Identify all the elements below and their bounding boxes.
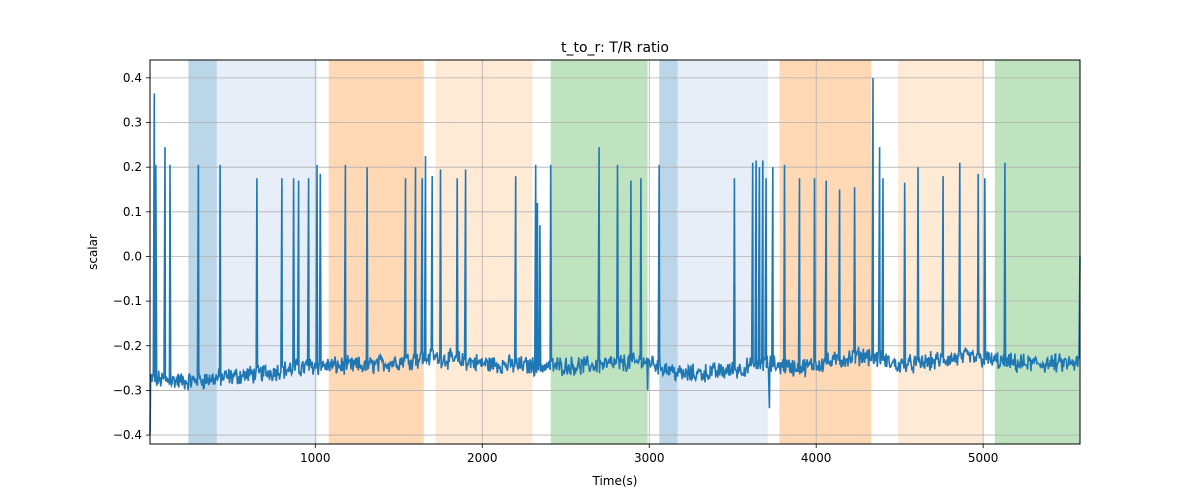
- x-tick-label: 5000: [968, 451, 999, 465]
- x-axis-ticks: 1000 2000 3000 4000 5000: [300, 444, 998, 465]
- x-tick-label: 3000: [634, 451, 665, 465]
- series-line-t_to_r: [149, 77, 1081, 436]
- shaded-region-3: [328, 60, 424, 444]
- y-tick-label: 0.1: [123, 205, 142, 219]
- plot-frame: [149, 59, 1081, 445]
- shaded-region-6: [659, 60, 678, 444]
- y-tick-label: −0.4: [113, 428, 142, 442]
- chart-title: t_to_r: T/R ratio: [561, 40, 669, 56]
- y-tick-label: −0.2: [113, 339, 142, 353]
- x-axis-label: Time(s): [592, 474, 638, 488]
- y-tick-label: 0.0: [123, 249, 142, 263]
- x-tick-label: 1000: [300, 451, 331, 465]
- y-tick-label: −0.3: [113, 383, 142, 397]
- grid: [150, 60, 1080, 444]
- shaded-region-10: [994, 60, 1080, 444]
- series-layer: [149, 77, 1081, 436]
- shaded-regions: [188, 60, 1080, 444]
- y-axis-ticks: −0.4 −0.3 −0.2 −0.1 0.0 0.1 0.2 0.3 0.4: [113, 71, 150, 442]
- shaded-region-4: [435, 60, 533, 444]
- shaded-region-9: [898, 60, 984, 444]
- y-tick-label: 0.3: [123, 116, 142, 130]
- x-tick-label: 2000: [467, 451, 498, 465]
- shaded-region-7: [677, 60, 768, 444]
- y-tick-label: 0.2: [123, 160, 142, 174]
- y-tick-label: −0.1: [113, 294, 142, 308]
- shaded-region-2: [216, 60, 317, 444]
- x-tick-label: 4000: [801, 451, 832, 465]
- y-tick-label: 0.4: [123, 71, 142, 85]
- y-axis-label: scalar: [86, 234, 100, 270]
